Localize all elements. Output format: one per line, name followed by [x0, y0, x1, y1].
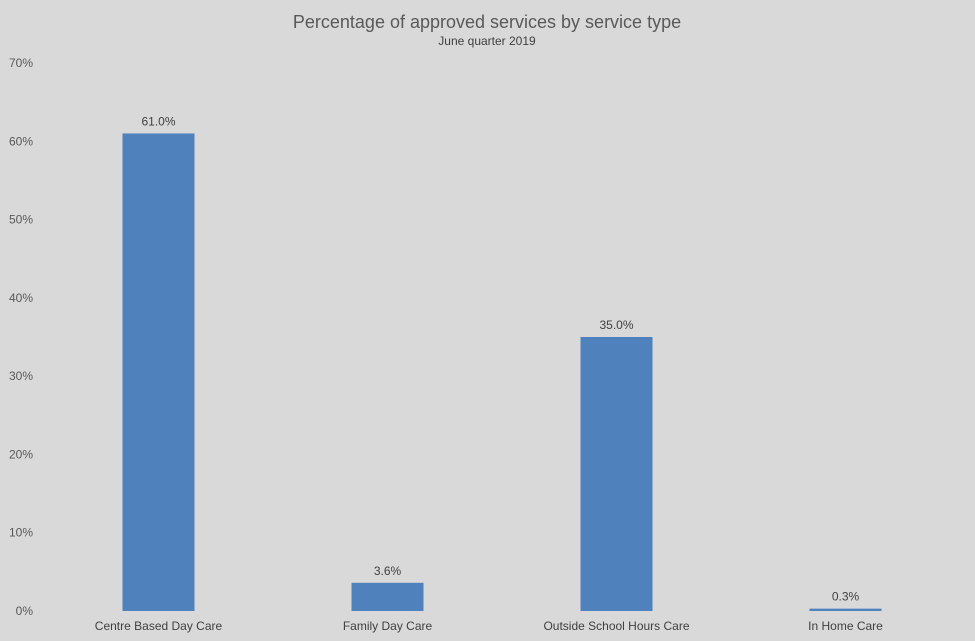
chart-title: Percentage of approved services by servi…	[293, 12, 681, 32]
bar	[809, 608, 882, 611]
y-tick-label: 70%	[9, 56, 33, 70]
y-tick-label: 10%	[9, 526, 33, 540]
data-label: 61.0%	[141, 114, 175, 128]
x-category-label: Family Day Care	[343, 619, 433, 633]
y-tick-label: 0%	[16, 604, 34, 618]
y-tick-label: 40%	[9, 291, 33, 305]
data-labels: 61.0% 3.6% 35.0% 0.3%	[141, 114, 859, 603]
x-axis: Centre Based Day Care Family Day Care Outs…	[95, 619, 883, 633]
data-label: 0.3%	[832, 590, 860, 604]
y-axis: 0% 10% 20% 30% 40% 50% 60% 70%	[9, 56, 33, 618]
bar	[122, 133, 195, 611]
data-label: 35.0%	[599, 318, 633, 332]
y-tick-label: 60%	[9, 134, 33, 148]
data-label: 3.6%	[374, 564, 402, 578]
bars	[122, 133, 882, 611]
x-category-label: In Home Care	[808, 619, 883, 633]
chart-subtitle: June quarter 2019	[438, 34, 536, 48]
x-category-label: Outside School Hours Care	[543, 619, 689, 633]
x-category-label: Centre Based Day Care	[95, 619, 223, 633]
bar	[580, 337, 653, 611]
y-tick-label: 30%	[9, 369, 33, 383]
y-tick-label: 50%	[9, 213, 33, 227]
bar	[351, 582, 424, 611]
y-tick-label: 20%	[9, 447, 33, 461]
